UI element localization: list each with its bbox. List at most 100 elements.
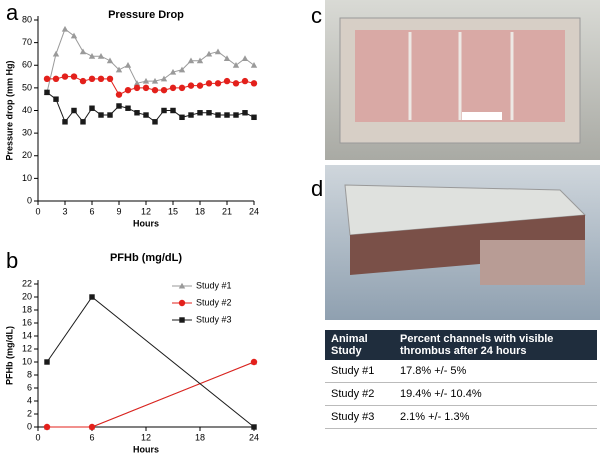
- marker: [97, 75, 105, 83]
- table-header: Percent channels with visible thrombus a…: [393, 330, 597, 360]
- marker: [124, 62, 132, 68]
- marker: [241, 77, 249, 85]
- marker: [89, 294, 95, 300]
- y-tick-label: 10: [22, 173, 32, 183]
- marker: [179, 114, 185, 121]
- y-tick-label: 20: [22, 291, 32, 301]
- table-cell: Study #1: [325, 360, 394, 383]
- y-tick-label: 18: [22, 304, 32, 314]
- marker: [62, 119, 68, 125]
- marker: [133, 84, 141, 92]
- panel-label: b: [6, 248, 18, 273]
- legend-label: Study #2: [196, 297, 232, 307]
- marker: [187, 82, 195, 89]
- marker: [79, 48, 87, 55]
- marker: [215, 112, 221, 118]
- marker: [89, 105, 95, 111]
- x-axis-label: Hours: [133, 218, 159, 228]
- marker: [115, 66, 123, 73]
- marker: [205, 50, 213, 57]
- x-tick-label: 15: [168, 206, 178, 216]
- marker: [143, 112, 149, 118]
- marker: [88, 53, 96, 59]
- marker: [214, 48, 222, 55]
- marker: [250, 80, 258, 87]
- y-tick-label: 6: [27, 382, 32, 392]
- marker: [107, 112, 113, 118]
- marker: [97, 53, 105, 59]
- table: Animal Study Percent channels with visibl…: [325, 330, 597, 429]
- x-tick-label: 12: [141, 206, 151, 216]
- marker: [232, 62, 240, 68]
- marker: [106, 57, 114, 64]
- y-tick-label: 60: [22, 60, 32, 70]
- x-tick-label: 0: [35, 432, 40, 442]
- marker: [80, 119, 86, 125]
- y-axis-label: PFHb (mg/dL): [4, 326, 14, 385]
- marker: [43, 423, 51, 431]
- y-tick-label: 20: [22, 150, 32, 160]
- y-tick-label: 40: [22, 105, 32, 115]
- marker: [70, 73, 78, 80]
- chart-title: PFHb (mg/dL): [110, 252, 182, 264]
- marker: [196, 82, 204, 89]
- marker: [125, 105, 131, 111]
- marker: [214, 80, 222, 87]
- marker: [178, 282, 186, 289]
- y-tick-label: 50: [22, 82, 32, 92]
- x-tick-label: 18: [195, 206, 205, 216]
- marker: [223, 77, 231, 85]
- marker: [61, 25, 69, 32]
- marker: [224, 112, 230, 118]
- y-tick-label: 14: [22, 330, 32, 340]
- marker: [70, 32, 78, 39]
- marker: [178, 299, 186, 307]
- marker: [161, 107, 167, 114]
- marker: [134, 110, 140, 116]
- marker: [179, 317, 185, 323]
- y-tick-label: 4: [27, 395, 32, 405]
- x-tick-label: 9: [116, 206, 121, 216]
- marker: [241, 55, 249, 62]
- marker: [197, 110, 203, 116]
- x-tick-label: 0: [35, 206, 40, 216]
- marker: [160, 86, 168, 94]
- y-tick-label: 0: [27, 195, 32, 205]
- photo-d: [325, 165, 600, 320]
- marker: [251, 424, 257, 430]
- marker: [133, 80, 141, 86]
- marker: [52, 75, 60, 83]
- series-line: [47, 361, 255, 428]
- y-tick-label: 70: [22, 37, 32, 47]
- marker: [79, 77, 87, 85]
- series-line: [47, 76, 255, 96]
- y-tick-label: 80: [22, 14, 32, 24]
- table-cell: 19.4% +/- 10.4%: [393, 382, 597, 406]
- y-tick-label: 0: [27, 421, 32, 431]
- x-tick-label: 6: [89, 432, 94, 442]
- marker: [250, 358, 258, 366]
- marker: [151, 77, 159, 84]
- x-tick-label: 6: [89, 206, 94, 216]
- marker: [44, 89, 50, 96]
- y-tick-label: 10: [22, 356, 32, 366]
- y-axis-label: Pressure drop (mm Hg): [4, 60, 14, 160]
- marker: [71, 107, 77, 114]
- marker: [233, 112, 239, 118]
- marker: [196, 57, 204, 64]
- y-tick-label: 22: [22, 278, 32, 288]
- table-cell: Study #2: [325, 382, 394, 406]
- marker: [61, 73, 69, 80]
- series-line: [46, 28, 255, 93]
- marker: [98, 112, 104, 118]
- marker: [152, 119, 158, 125]
- panel-label: d: [311, 176, 323, 201]
- marker: [88, 75, 96, 83]
- marker: [142, 84, 150, 92]
- marker: [169, 68, 177, 75]
- legend-label: Study #3: [196, 314, 232, 324]
- marker: [170, 107, 176, 114]
- series-line: [47, 361, 255, 428]
- marker: [88, 423, 96, 431]
